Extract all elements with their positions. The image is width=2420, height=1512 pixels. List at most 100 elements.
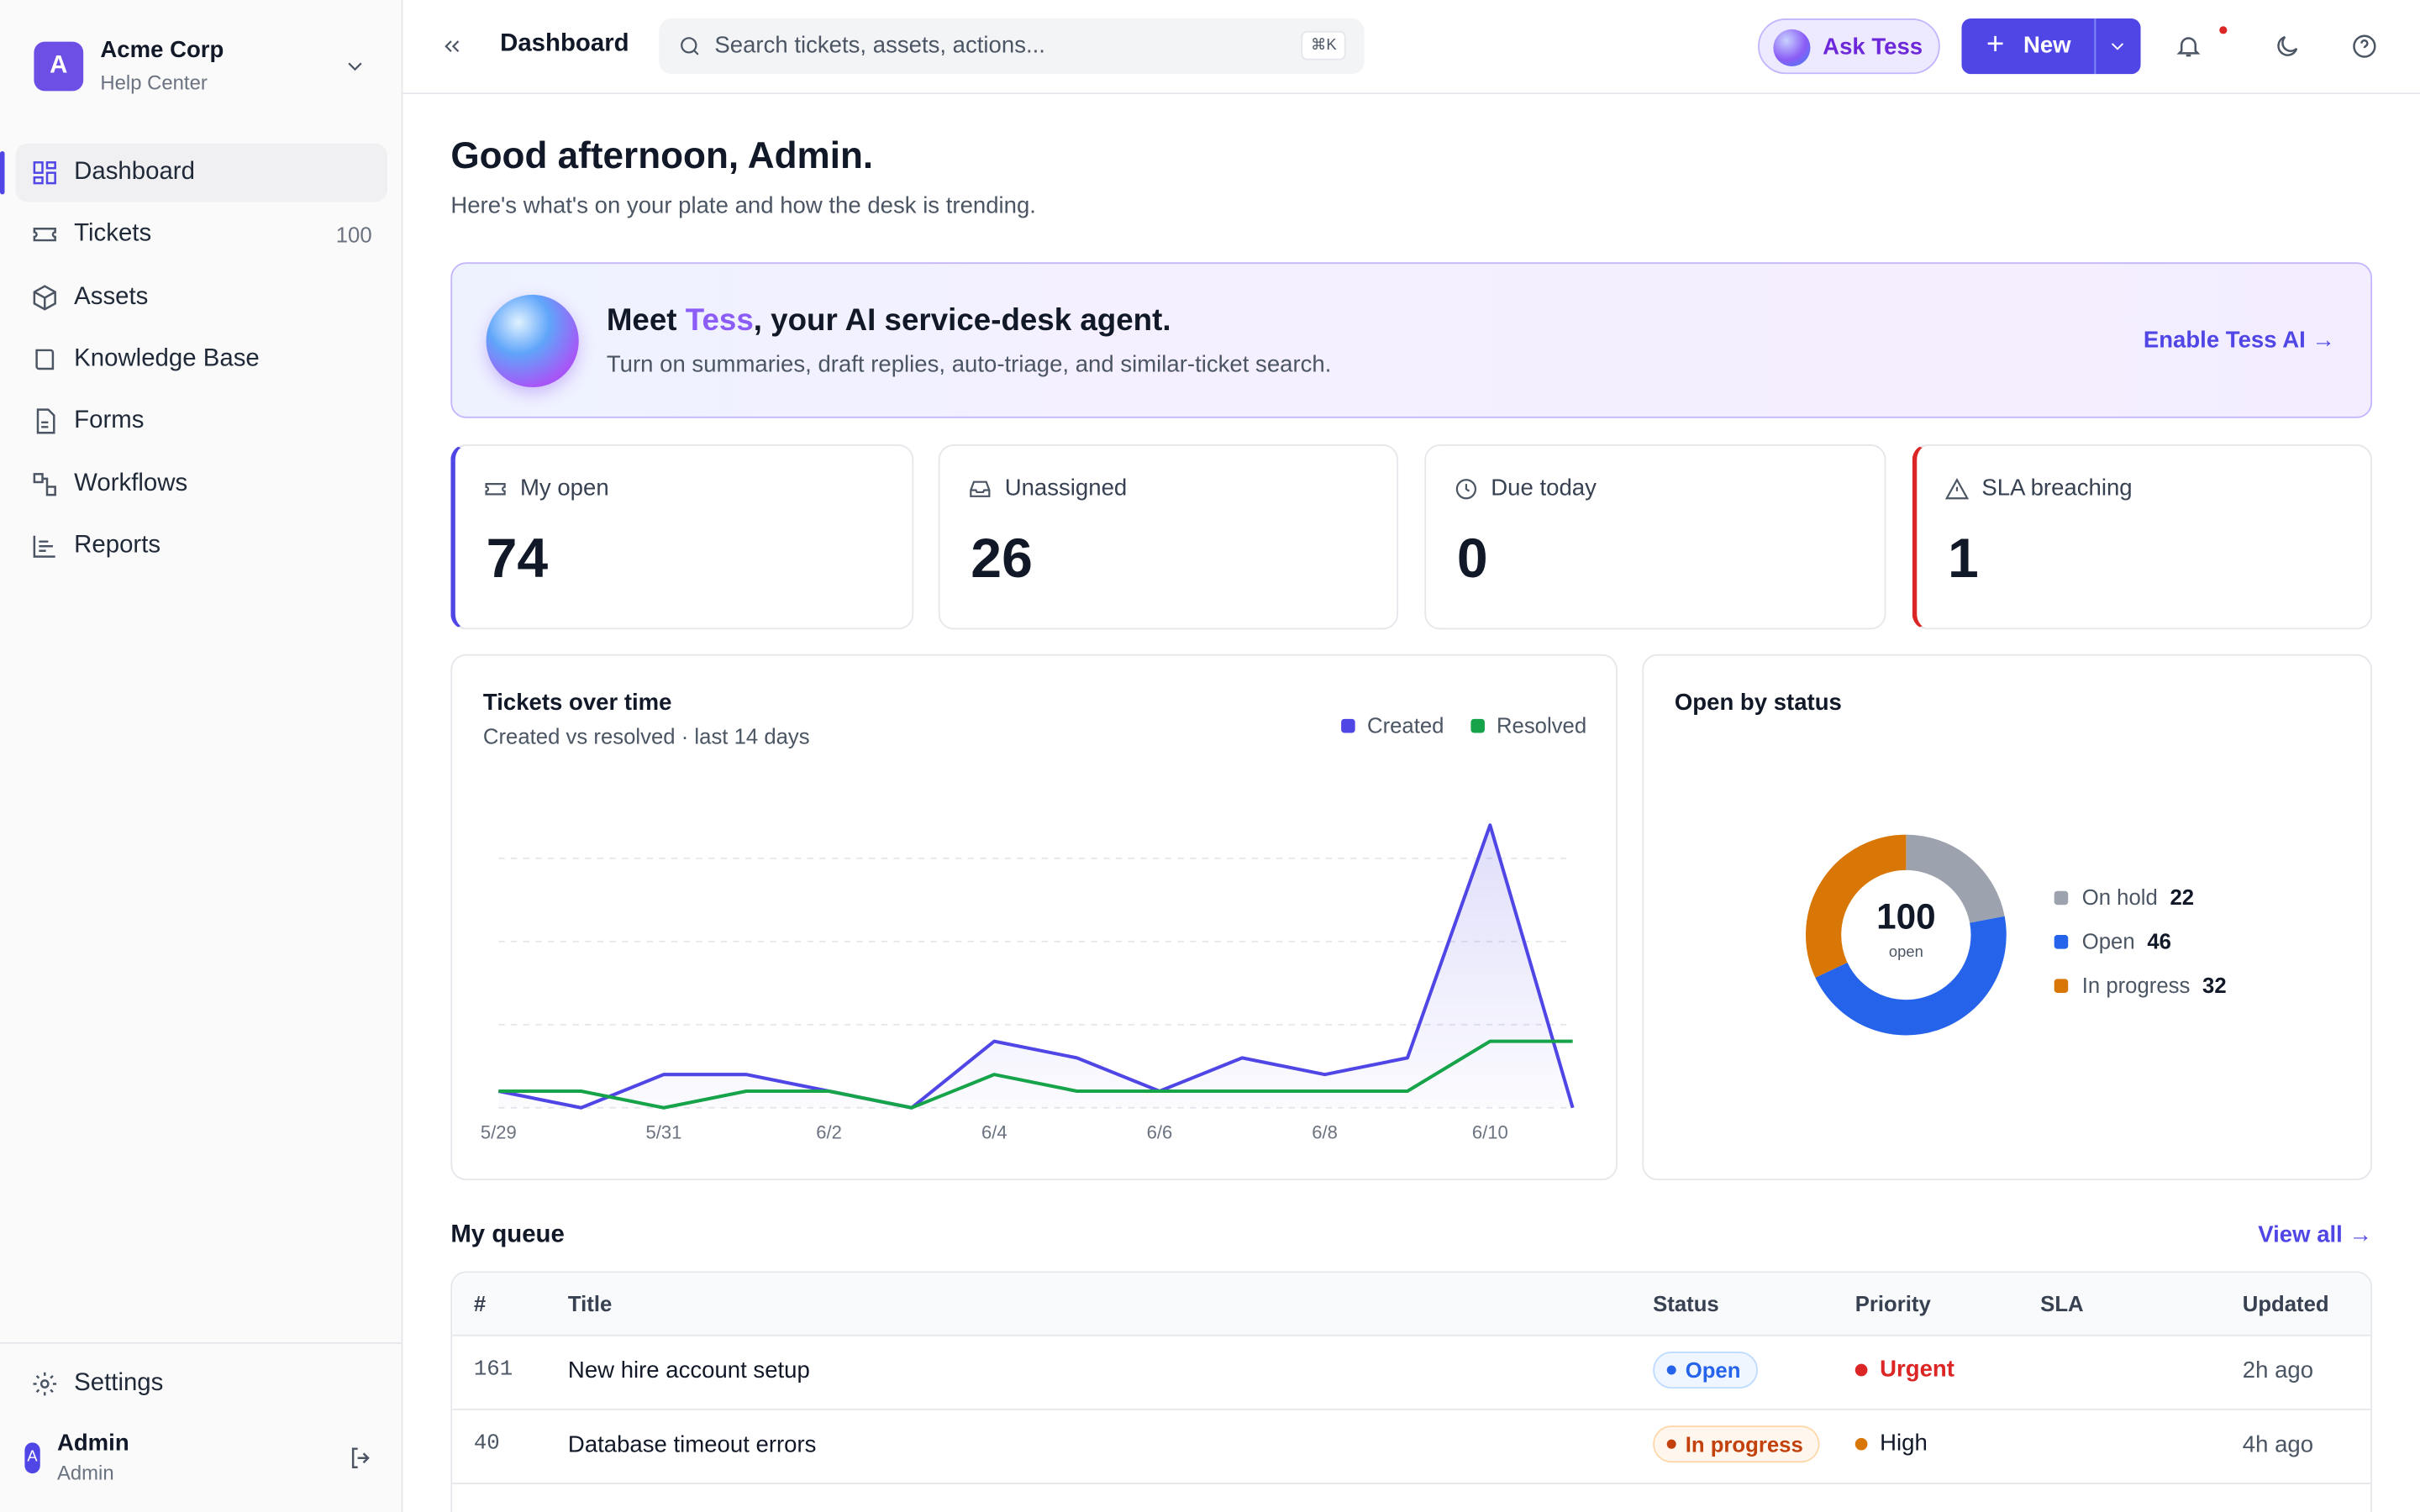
legend-item: Created [1340, 713, 1444, 738]
settings-label: Settings [74, 1370, 164, 1397]
donut-segment [1815, 916, 2007, 1036]
legend-label: On hold [2082, 886, 2158, 910]
x-tick-label: 6/4 [981, 1122, 1007, 1143]
stat-card: Due today 0 [1424, 444, 1886, 630]
search-placeholder: Search tickets, assets, actions... [714, 32, 1045, 59]
cell: 4h ago [2242, 1431, 2314, 1458]
icon [36, 408, 55, 434]
legend-swatch [2054, 890, 2069, 906]
legend-label: In progress [2082, 974, 2191, 998]
table-row[interactable]: 161 New hire account setup Open Urgent 2h ag… [452, 1335, 2371, 1410]
new-button[interactable]: + New [1961, 18, 2141, 75]
nav-label: Knowledge Base [74, 345, 260, 372]
x-tick-label: 6/2 [816, 1122, 842, 1143]
priority: Urgent [1854, 1356, 1954, 1383]
banner-title-highlight: Tess [685, 303, 754, 339]
column-header: # [473, 1291, 487, 1316]
user-role: Admin [56, 1461, 114, 1484]
donut-segment [1806, 834, 1907, 978]
icon [33, 284, 56, 310]
chart-title: Open by status [1674, 690, 1842, 717]
nav-item[interactable]: Knowledge Base [15, 330, 387, 389]
area [498, 825, 1573, 1108]
status-badge: In progress [1653, 1425, 1820, 1463]
banner-action[interactable]: Enable Tess AI → [2143, 327, 2335, 354]
legend-item: Resolved [1470, 713, 1586, 738]
sidebar: A Acme Corp Help Center Dashboard Tickets 100… [0, 0, 403, 1512]
stat-card: Unassigned 26 [938, 444, 1399, 630]
new-plus: + [1986, 28, 2005, 62]
icon [33, 161, 56, 185]
header-border [402, 92, 2420, 95]
stat-card: My open 74 [450, 444, 914, 630]
line-chart: 5/29 5/31 6/2 6/4 6/6 6/8 6/10 [481, 823, 1575, 1143]
table-row[interactable]: 40 Database timeout errors In progress High… [452, 1409, 2371, 1484]
nav-label: Assets [74, 283, 149, 310]
nav-label: Reports [74, 532, 161, 559]
cell: New hire account setup [567, 1357, 810, 1384]
icon [351, 1447, 370, 1468]
stat-card: SLA breaching 1 [1912, 444, 2373, 630]
search[interactable]: Search tickets, assets, actions... ⌘K [659, 18, 1365, 75]
org-name: Acme Corp [100, 37, 224, 64]
greeting: Good afternoon, Admin. [450, 135, 874, 178]
ask-tess[interactable]: Ask Tess [1758, 18, 1940, 75]
ask-label: Ask Tess [1823, 34, 1923, 60]
nav-label: Forms [74, 407, 145, 434]
stat-value: 1 [1947, 526, 1979, 590]
icon [681, 37, 699, 55]
user-avatar: A [24, 1442, 40, 1474]
nav-item[interactable]: Dashboard [15, 143, 388, 202]
column-header: SLA [2040, 1291, 2084, 1316]
status-label: In progress [1685, 1431, 1803, 1457]
icon [1944, 477, 1970, 500]
stat-label: My open [519, 475, 609, 501]
banner-sub: Turn on summaries, draft replies, auto-t… [606, 351, 1332, 379]
nav-label: Dashboard [74, 159, 195, 186]
nav-item[interactable]: Forms [15, 392, 387, 451]
priority: High [1854, 1430, 1928, 1457]
x-tick-label: 5/31 [645, 1122, 681, 1143]
column-header: Updated [2242, 1291, 2329, 1316]
x-tick-label: 6/8 [1312, 1122, 1338, 1143]
legend-swatch [1470, 718, 1485, 732]
banner-title-prefix: Meet [606, 303, 686, 339]
icon [970, 480, 991, 497]
status-dot [1666, 1439, 1676, 1449]
icon [348, 62, 362, 71]
greeting-sub: Here's what's on your plate and how the … [450, 192, 1036, 219]
nav-item[interactable]: Tickets 100 [15, 206, 387, 265]
icon [33, 1372, 57, 1396]
legend-value: 32 [2202, 974, 2227, 998]
x-tick-label: 5/29 [481, 1122, 517, 1143]
legend-swatch [2054, 979, 2069, 993]
donut-card: Open by status 100 open On hold 22 Open 46 In p… [1642, 654, 2373, 1181]
donut-total: 100 [1876, 897, 1935, 937]
queue-table: # Title Status Priority SLA Updated 161 New hir… [450, 1271, 2373, 1512]
shortcut: ⌘K [1301, 30, 1346, 60]
orb [486, 294, 579, 388]
icon [2353, 34, 2376, 58]
nav-item[interactable]: Assets [15, 268, 387, 327]
icon [485, 483, 506, 496]
stat-value: 74 [486, 526, 549, 590]
chart-title: Tickets over time [482, 690, 672, 717]
legend-swatch [2054, 935, 2069, 949]
stat-label: Unassigned [1004, 475, 1128, 501]
status-dot [1666, 1365, 1676, 1375]
stat-label: Due today [1491, 475, 1597, 501]
nav-item[interactable]: Reports [15, 517, 387, 575]
cell: 161 [473, 1357, 513, 1383]
new-split [2094, 18, 2096, 75]
user-name: Admin [56, 1430, 129, 1457]
settings[interactable]: Settings [15, 1355, 387, 1414]
cell: Database timeout errors [567, 1431, 817, 1458]
nav-item[interactable]: Workflows [15, 454, 387, 513]
queue-action[interactable]: View all → [2258, 1221, 2373, 1248]
priority-label: High [1880, 1430, 1928, 1457]
line-chart-card: Tickets over time Created vs resolved · l… [450, 654, 1618, 1181]
queue-title: My queue [450, 1221, 565, 1248]
banner-title: Meet Tess, your AI service-desk agent. [607, 304, 1171, 339]
banner-title-suffix: , your AI service-desk agent. [753, 303, 1171, 339]
column-header: Status [1653, 1291, 1719, 1316]
